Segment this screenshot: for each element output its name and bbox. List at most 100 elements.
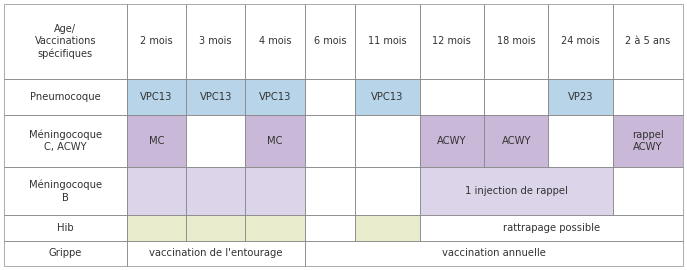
Text: Méningocoque
B: Méningocoque B [29,180,102,202]
Bar [4,241,127,266]
Bar [127,167,186,215]
Bar [4,115,127,167]
Text: 2 à 5 ans: 2 à 5 ans [625,36,671,46]
Text: 11 mois: 11 mois [368,36,407,46]
Bar [420,115,484,167]
Bar [245,4,304,79]
Bar [355,4,420,79]
Text: vaccination de l'entourage: vaccination de l'entourage [149,248,282,258]
Text: VPC13: VPC13 [259,92,291,102]
Bar [484,4,548,79]
Bar [186,215,245,241]
Bar [420,167,613,215]
Bar [245,115,304,167]
Text: Méningocoque
C, ACWY: Méningocoque C, ACWY [29,130,102,153]
Bar [420,4,484,79]
Bar [613,167,683,215]
Bar [245,79,304,115]
Bar [548,4,613,79]
Bar [420,115,484,167]
Bar [548,79,613,115]
Text: VP23: VP23 [568,92,594,102]
Bar [127,115,186,167]
Text: VPC13: VPC13 [140,92,172,102]
Bar [4,167,127,215]
Bar [245,215,304,241]
Text: rappel
ACWY: rappel ACWY [632,130,664,152]
Bar [127,215,186,241]
Bar [186,79,245,115]
Bar [245,167,304,215]
Text: 18 mois: 18 mois [497,36,536,46]
Text: Pneumocoque: Pneumocoque [30,92,101,102]
Bar [355,4,420,79]
Bar [420,79,484,115]
Bar [127,4,186,79]
Bar [355,167,420,215]
Bar [245,167,304,215]
Bar [484,115,548,167]
Bar [4,4,127,79]
Bar [420,167,613,215]
Text: 4 mois: 4 mois [259,36,291,46]
Bar [420,4,484,79]
Bar [304,241,683,266]
Bar [4,167,127,215]
Bar [186,167,245,215]
Bar [127,167,186,215]
Text: Hib: Hib [57,223,74,233]
Bar [304,215,355,241]
Bar [127,215,186,241]
Bar [355,215,420,241]
Bar [4,79,127,115]
Bar [127,4,186,79]
Bar [304,4,355,79]
Bar [355,79,420,115]
Bar [613,115,683,167]
Bar [304,4,355,79]
Text: MC: MC [267,136,282,146]
Text: ACWY: ACWY [437,136,466,146]
Text: VPC13: VPC13 [199,92,232,102]
Bar [245,115,304,167]
Bar [245,79,304,115]
Text: Grippe: Grippe [49,248,82,258]
Bar [613,115,683,167]
Bar [186,215,245,241]
Bar [186,4,245,79]
Text: 1 injection de rappel: 1 injection de rappel [465,186,567,196]
Bar [304,79,355,115]
Bar [484,79,548,115]
Bar [186,115,245,167]
Bar [613,4,683,79]
Bar [420,215,683,241]
Bar [548,115,613,167]
Bar [613,4,683,79]
Text: VPC13: VPC13 [372,92,404,102]
Bar [4,215,127,241]
Bar [4,4,127,79]
Bar [186,79,245,115]
Bar [4,215,127,241]
Bar [127,241,304,266]
Bar [4,115,127,167]
Text: vaccination annuelle: vaccination annuelle [442,248,545,258]
Text: rattrapage possible: rattrapage possible [503,223,600,233]
Bar [484,4,548,79]
Bar [613,79,683,115]
Bar [186,4,245,79]
Bar [548,4,613,79]
Bar [245,215,304,241]
Bar [355,115,420,167]
Bar [304,115,355,167]
Text: 2 mois: 2 mois [140,36,172,46]
Bar [127,79,186,115]
Text: Age/
Vaccinations
spécifiques: Age/ Vaccinations spécifiques [34,23,96,59]
Bar [186,167,245,215]
Bar [548,79,613,115]
Text: ACWY: ACWY [502,136,531,146]
Bar [4,241,127,266]
Text: 3 mois: 3 mois [199,36,232,46]
Bar [355,79,420,115]
Text: 24 mois: 24 mois [561,36,600,46]
